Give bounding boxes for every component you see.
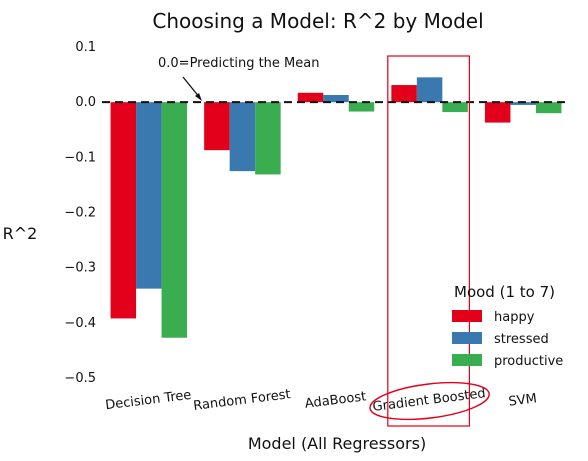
bar-productive-random-forest bbox=[255, 102, 281, 175]
legend-title: Mood (1 to 7) bbox=[454, 283, 555, 301]
bar-happy-svm bbox=[484, 102, 511, 123]
legend-label-happy: happy bbox=[494, 310, 535, 325]
x-tick-label: Random Forest bbox=[192, 387, 291, 414]
bar-productive-gradient-boosted bbox=[442, 102, 468, 113]
y-tick-label: −0.3 bbox=[64, 261, 96, 276]
legend-label-stressed: stressed bbox=[494, 332, 549, 347]
y-tick-label: −0.4 bbox=[64, 316, 96, 331]
annotation-text: 0.0=Predicting the Mean bbox=[158, 56, 319, 71]
bar-happy-random-forest bbox=[204, 102, 230, 151]
bar-series bbox=[110, 77, 562, 338]
x-tick-label: SVM bbox=[508, 391, 538, 409]
bar-productive-decision-tree bbox=[161, 102, 188, 338]
legend-swatch-stressed bbox=[452, 332, 482, 344]
y-tick-label: −0.1 bbox=[64, 150, 96, 165]
annotation: 0.0=Predicting the Mean bbox=[158, 56, 319, 101]
y-axis-label: R^2 bbox=[3, 224, 38, 243]
bar-happy-gradient-boosted bbox=[391, 85, 417, 103]
bar-stressed-svm bbox=[510, 102, 536, 105]
y-tick-label: −0.2 bbox=[64, 206, 96, 221]
annotation-arrowhead bbox=[195, 93, 202, 101]
legend-swatch-productive bbox=[452, 354, 482, 366]
y-tick-label: 0.0 bbox=[75, 95, 96, 110]
bar-stressed-decision-tree bbox=[136, 102, 162, 289]
x-tick-label: Decision Tree bbox=[104, 388, 192, 413]
legend-swatch-happy bbox=[452, 310, 482, 322]
x-axis-label: Model (All Regressors) bbox=[248, 434, 426, 453]
chart-title: Choosing a Model: R^2 by Model bbox=[152, 9, 483, 33]
bar-productive-svm bbox=[535, 102, 562, 114]
bar-stressed-adaboost bbox=[323, 94, 349, 103]
x-tick-label: AdaBoost bbox=[304, 389, 367, 411]
x-axis-ticks: Decision Tree Random Forest AdaBoost Gradie… bbox=[104, 386, 537, 415]
bar-happy-adaboost bbox=[297, 92, 324, 103]
y-tick-label: −0.5 bbox=[64, 371, 96, 386]
y-tick-label: 0.1 bbox=[75, 40, 96, 55]
bar-stressed-gradient-boosted bbox=[416, 77, 443, 103]
highlight-box bbox=[387, 55, 470, 427]
highlight-ellipse bbox=[369, 381, 490, 421]
legend-label-productive: productive bbox=[494, 354, 563, 369]
bar-stressed-random-forest bbox=[229, 102, 256, 172]
bar-productive-adaboost bbox=[348, 102, 375, 112]
y-axis-ticks: 0.1 0.0 −0.1 −0.2 −0.3 −0.4 −0.5 bbox=[64, 40, 96, 386]
bar-happy-decision-tree bbox=[110, 102, 137, 319]
legend: Mood (1 to 7) happy stressed productive bbox=[452, 283, 563, 369]
